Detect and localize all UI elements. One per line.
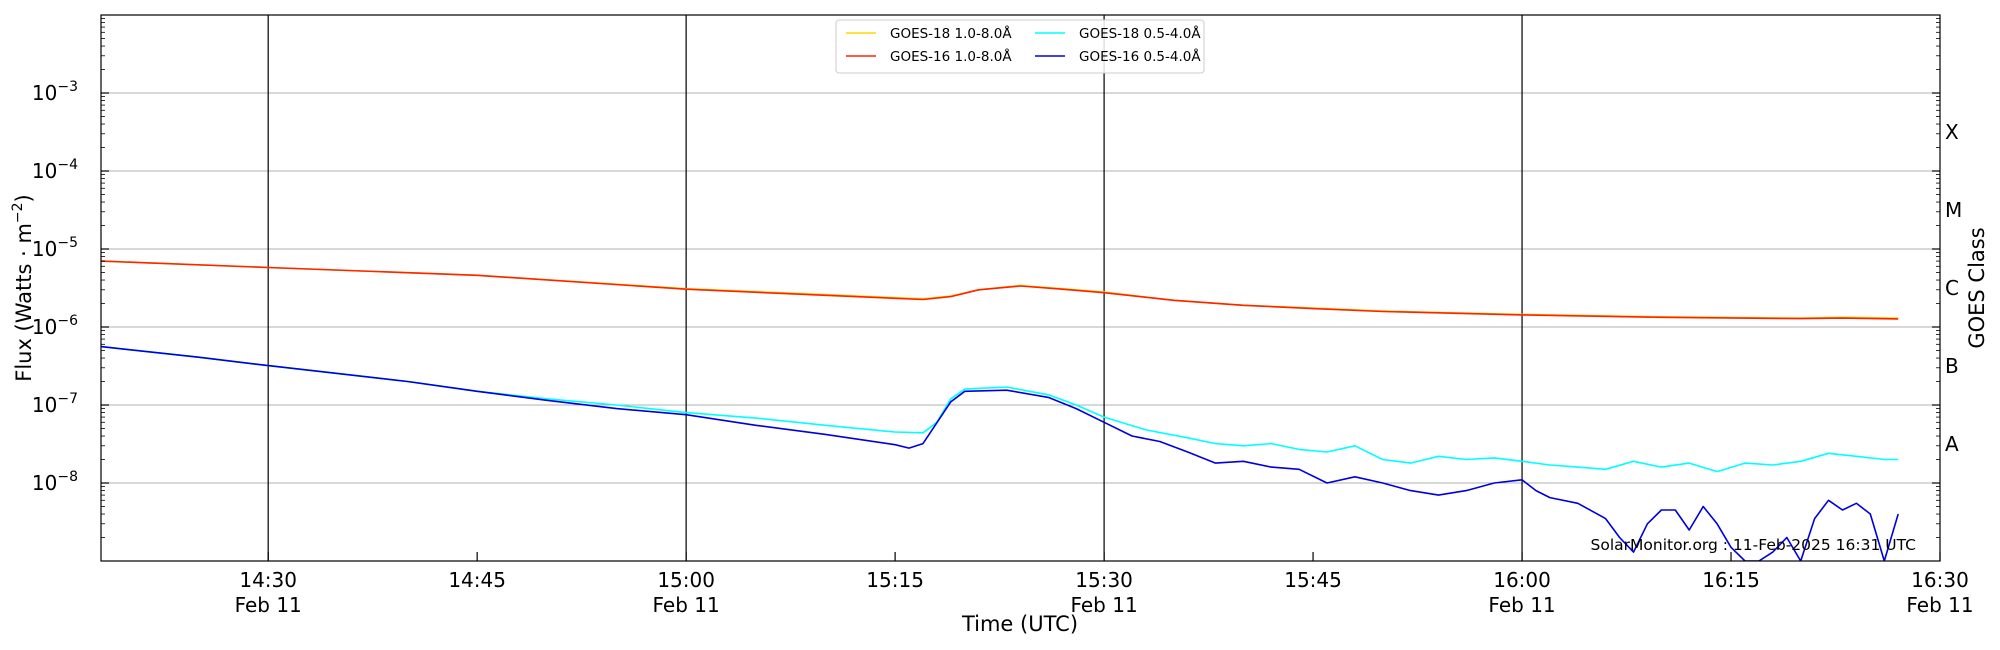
legend: GOES-18 1.0-8.0Å GOES-16 1.0-8.0Å GOES-18 … (835, 19, 1205, 74)
x-tick-time-3: 15:15 (866, 568, 924, 592)
y-tick-label-1: 10−7 (32, 391, 78, 417)
series-lines (101, 260, 1899, 561)
goes-class-m: M (1945, 198, 1962, 222)
legend-box (835, 19, 1205, 74)
credit-text: SolarMonitor.org : 11-Feb-2025 16:31 UTC (1591, 536, 1916, 554)
x-tick-time-2: 15:00 (657, 568, 715, 592)
y-tick-label-3: 10−5 (32, 235, 78, 261)
y-tick-label-4: 10−4 (32, 157, 78, 183)
x-tick-date-2: Feb 11 (653, 593, 720, 617)
y-tick-label-0: 10−8 (32, 469, 78, 495)
y-tick-label-2: 10−6 (32, 313, 78, 339)
legend-label-0: GOES-18 1.0-8.0Å (890, 25, 1012, 42)
series-line-1 (101, 260, 1899, 320)
legend-label-2: GOES-18 0.5-4.0Å (1079, 25, 1201, 42)
y-axis-label: Flux (Watts · m−2) (10, 194, 36, 382)
x-tick-time-5: 15:45 (1284, 568, 1342, 592)
goes-class-a: A (1945, 432, 1959, 456)
x-tick-date-6: Feb 11 (1488, 593, 1555, 617)
x-tick-date-0: Feb 11 (235, 593, 302, 617)
plot-frame (100, 14, 1941, 562)
day-separator-lines (267, 15, 1523, 561)
goes-class-c: C (1945, 276, 1959, 300)
legend-label-1: GOES-16 1.0-8.0Å (890, 48, 1012, 65)
x-tick-time-0: 14:30 (239, 568, 297, 592)
x-tick-time-7: 16:15 (1702, 568, 1760, 592)
y2-axis-label: GOES Class (1965, 227, 1989, 348)
x-tick-time-4: 15:30 (1075, 568, 1133, 592)
series-line-3 (101, 345, 1899, 561)
x-tick-time-6: 16:00 (1493, 568, 1551, 592)
goes-class-b: B (1945, 354, 1959, 378)
x-tick-date-8: Feb 11 (1906, 593, 1973, 617)
x-tick-time-8: 16:30 (1911, 568, 1969, 592)
horizontal-gridlines (101, 92, 1940, 484)
y-axis-ticks: 10−8 10−7 10−6 10−5 10−4 10−3 (32, 18, 1940, 538)
series-line-0 (101, 260, 1899, 319)
x-tick-date-4: Feb 11 (1070, 593, 1137, 617)
goes-class-x: X (1945, 120, 1959, 144)
y-tick-label-5: 10−3 (32, 79, 78, 105)
legend-label-3: GOES-16 0.5-4.0Å (1079, 48, 1201, 65)
x-axis-label: Time (UTC) (961, 612, 1078, 636)
x-tick-time-1: 14:45 (448, 568, 506, 592)
goes-class-labels: A B C M X (1945, 120, 1962, 456)
series-line-2 (101, 345, 1899, 473)
